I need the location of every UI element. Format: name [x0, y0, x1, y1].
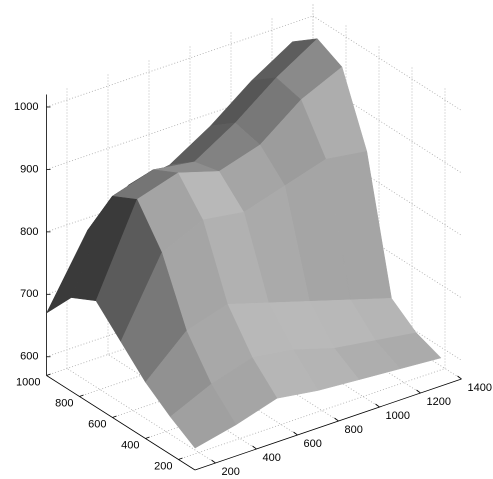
surface-patch	[169, 383, 237, 449]
tick-mark	[375, 403, 380, 408]
tick-mark	[145, 436, 150, 439]
z-tick-label: 700	[20, 288, 38, 300]
tick-mark	[416, 389, 421, 394]
y-tick-label: 800	[55, 397, 73, 409]
tick-mark	[46, 373, 51, 376]
x-tick-label: 1200	[427, 396, 451, 408]
tick-mark	[211, 459, 216, 464]
tick-mark	[178, 457, 183, 460]
x-tick-label: 400	[263, 452, 281, 464]
grid-line	[178, 368, 446, 460]
z-tick-label: 900	[20, 163, 38, 175]
tick-mark	[334, 417, 339, 422]
tick-mark	[79, 394, 84, 397]
tick-mark	[252, 445, 257, 450]
y-tick-label: 600	[88, 418, 106, 430]
y-tick-label: 1000	[16, 376, 40, 388]
y-tick-label: 400	[121, 439, 139, 451]
tick-mark	[457, 375, 462, 380]
x-tick-label: 800	[345, 424, 363, 436]
tick-mark	[112, 415, 117, 418]
z-tick-label: 600	[20, 351, 38, 363]
x-tick-label: 600	[304, 438, 322, 450]
grid-line	[46, 15, 314, 108]
axis-line	[46, 375, 196, 471]
axis-line	[194, 378, 462, 471]
x-tick-label: 1400	[468, 382, 492, 394]
x-tick-label: 1000	[386, 410, 410, 422]
z-tick-label: 1000	[14, 101, 38, 113]
tick-mark	[293, 431, 298, 436]
y-tick-label: 200	[154, 460, 172, 472]
z-tick-label: 800	[20, 226, 38, 238]
x-tick-label: 200	[222, 466, 240, 478]
